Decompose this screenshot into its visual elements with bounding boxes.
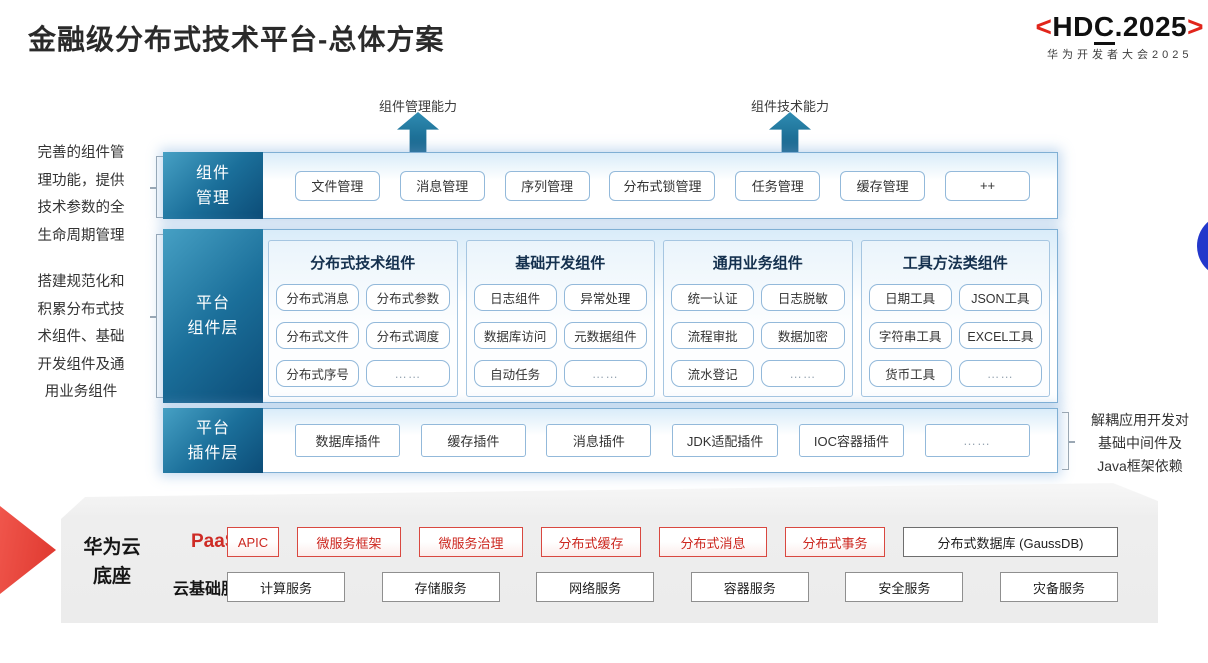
column-header: 通用业务组件 xyxy=(712,255,803,272)
cloud-chip: 计算服务 xyxy=(227,572,345,602)
cloud-chip: 存储服务 xyxy=(381,572,500,602)
component-chip: 日志脱敏 xyxy=(761,284,845,311)
huawei-cloud-foundation: 华为云 底座 PaaS APIC 微服务框架 微服务治理 分布式缓存 分布式消息… xyxy=(61,483,1158,623)
component-chip: 异常处理 xyxy=(563,284,647,311)
page-title: 金融级分布式技术平台-总体方案 xyxy=(28,24,445,55)
component-chip-more: …… xyxy=(761,360,845,387)
right-brace xyxy=(1062,412,1075,470)
plugin-chip-more: …… xyxy=(924,424,1030,457)
component-chip: 日期工具 xyxy=(868,284,952,311)
paas-chip: 微服务治理 xyxy=(419,527,523,557)
component-chip: 统一认证 xyxy=(671,284,755,311)
plugin-chip: 数据库插件 xyxy=(295,424,401,457)
mgmt-chip-plusplus: ++ xyxy=(945,170,1031,201)
component-chip: 流水登记 xyxy=(671,360,755,387)
component-chip: 分布式文件 xyxy=(276,322,360,349)
note-decoupling: 解耦应用开发对 基础中间件及 Java框架依赖 xyxy=(1091,412,1189,474)
red-arrow-icon xyxy=(0,506,56,594)
paas-chip: 分布式缓存 xyxy=(541,527,641,557)
platform-component-columns: 分布式技术组件 分布式消息 分布式参数 分布式文件 分布式调度 分布式序号 ……… xyxy=(268,240,1050,397)
component-chip: 货币工具 xyxy=(868,360,952,387)
plugin-chip: 缓存插件 xyxy=(420,424,526,457)
hdc-logo: <HDC.2025> 华为开发者大会2025 xyxy=(1036,10,1204,62)
column-distributed-tech: 分布式技术组件 分布式消息 分布式参数 分布式文件 分布式调度 分布式序号 …… xyxy=(268,240,458,397)
logo-c-underlined: C xyxy=(1093,11,1115,45)
paas-chip: APIC xyxy=(227,527,279,557)
column-common-business: 通用业务组件 统一认证 日志脱敏 流程审批 数据加密 流水登记 …… xyxy=(663,240,853,397)
cloud-chip: 安全服务 xyxy=(845,572,964,602)
mgmt-chip: 缓存管理 xyxy=(840,170,926,201)
component-chip: 分布式参数 xyxy=(366,284,450,311)
huawei-cloud-base-label: 华为云 底座 xyxy=(83,537,141,587)
component-chip: 流程审批 xyxy=(671,322,755,349)
component-chip: 自动任务 xyxy=(473,360,557,387)
component-chip: EXCEL工具 xyxy=(958,322,1042,349)
component-management-label: 组件 管理 xyxy=(163,152,263,219)
component-chip: 分布式序号 xyxy=(276,360,360,387)
column-basic-dev: 基础开发组件 日志组件 异常处理 数据库访问 元数据组件 自动任务 …… xyxy=(465,240,655,397)
plugin-chip: IOC容器插件 xyxy=(798,424,905,457)
component-chip: JSON工具 xyxy=(958,284,1042,311)
platform-component-layer-label: 平台 组件层 xyxy=(163,229,263,403)
component-chip: 分布式消息 xyxy=(276,284,360,311)
paas-items: APIC 微服务框架 微服务治理 分布式缓存 分布式消息 分布式事务 分布式数据… xyxy=(227,527,1118,557)
mgmt-chip: 任务管理 xyxy=(735,170,821,201)
logo-left-bracket: < xyxy=(1035,11,1053,42)
paas-chip: 分布式消息 xyxy=(659,527,767,557)
component-chip: 数据库访问 xyxy=(473,322,557,349)
component-chip: 日志组件 xyxy=(473,284,557,311)
mgmt-chip: 消息管理 xyxy=(399,170,485,201)
hdc-logo-subtitle: 华为开发者大会2025 xyxy=(1047,49,1193,61)
left-brace xyxy=(150,234,163,398)
mgmt-chip: 分布式锁管理 xyxy=(609,170,716,201)
up-arrow-icon xyxy=(769,112,811,152)
gaussdb-chip: 分布式数据库 (GaussDB) xyxy=(903,527,1118,557)
component-management-items: 文件管理 消息管理 序列管理 分布式锁管理 任务管理 缓存管理 ++ xyxy=(275,152,1050,219)
cloud-chip: 灾备服务 xyxy=(999,572,1118,602)
cloud-base-items: 计算服务 存储服务 网络服务 容器服务 安全服务 灾备服务 xyxy=(227,572,1118,602)
hdc-logo-text: <HDC.2025> xyxy=(1035,10,1204,45)
column-header: 分布式技术组件 xyxy=(310,255,416,272)
platform-plugin-items: 数据库插件 缓存插件 消息插件 JDK适配插件 IOC容器插件 …… xyxy=(275,408,1050,473)
plugin-chip: 消息插件 xyxy=(546,424,652,457)
left-brace xyxy=(150,156,163,218)
component-chip-more: …… xyxy=(958,360,1042,387)
paas-chip: 微服务框架 xyxy=(297,527,401,557)
component-chip: 元数据组件 xyxy=(563,322,647,349)
component-chip: 分布式调度 xyxy=(366,322,450,349)
blue-circle-decoration xyxy=(1197,214,1208,278)
column-header: 基础开发组件 xyxy=(515,255,606,272)
logo-hd: HD xyxy=(1052,11,1094,42)
arrow-label-technology: 组件技术能力 xyxy=(750,99,829,114)
column-utility-tools: 工具方法类组件 日期工具 JSON工具 字符串工具 EXCEL工具 货币工具 …… xyxy=(860,240,1050,397)
cloud-chip: 容器服务 xyxy=(690,572,809,602)
note-component-management: 完善的组件管 理功能，提供 技术参数的全 生命周期管理 xyxy=(37,145,125,244)
paas-label: PaaS xyxy=(191,531,238,552)
component-chip: 字符串工具 xyxy=(868,322,952,349)
plugin-chip: JDK适配插件 xyxy=(671,424,779,457)
component-chip: 数据加密 xyxy=(761,322,845,349)
platform-plugin-layer-label: 平台 插件层 xyxy=(163,408,263,473)
logo-year: .2025 xyxy=(1114,11,1188,42)
column-header: 工具方法类组件 xyxy=(902,255,1008,272)
paas-chip: 分布式事务 xyxy=(785,527,885,557)
mgmt-chip: 文件管理 xyxy=(294,170,380,201)
up-arrow-icon xyxy=(397,112,439,152)
arrow-label-management: 组件管理能力 xyxy=(378,99,457,114)
cloud-chip: 网络服务 xyxy=(536,572,655,602)
note-platform-components: 搭建规范化和 积累分布式技 术组件、基础 开发组件及通 用业务组件 xyxy=(37,274,125,400)
component-chip-more: …… xyxy=(563,360,647,387)
mgmt-chip: 序列管理 xyxy=(504,170,590,201)
component-chip-more: …… xyxy=(366,360,450,387)
logo-right-bracket: > xyxy=(1187,11,1204,42)
